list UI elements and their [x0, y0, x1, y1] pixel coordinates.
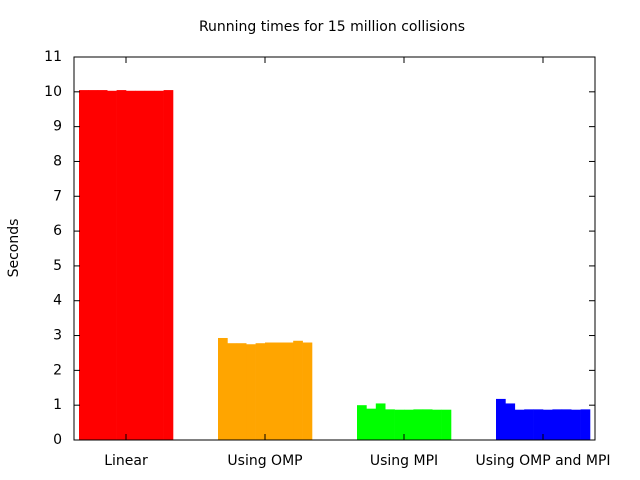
bar	[144, 90, 155, 441]
bar	[505, 403, 516, 440]
bar	[135, 90, 146, 441]
y-tick-label: 7	[53, 188, 62, 204]
bar	[154, 90, 164, 441]
bar	[432, 409, 442, 440]
bar	[236, 343, 247, 440]
bar	[366, 408, 377, 440]
bar	[533, 409, 544, 440]
plot-border	[73, 56, 596, 441]
bar	[571, 409, 581, 440]
x-tick-label: Using OMP	[227, 453, 302, 469]
y-axis-label: Seconds	[6, 219, 22, 278]
y-tick-label: 1	[53, 397, 62, 413]
y-tick-label: 8	[53, 153, 62, 169]
bar	[357, 405, 367, 440]
bar	[514, 409, 525, 440]
bar	[283, 342, 294, 440]
bar	[561, 409, 572, 440]
x-tick-label: Using OMP and MPI	[475, 453, 610, 469]
bar	[218, 337, 228, 440]
bar	[88, 90, 99, 440]
bar	[97, 90, 108, 440]
y-tick-label: 10	[44, 84, 62, 100]
x-tick-label: Using MPI	[370, 453, 438, 469]
x-tick-label: Linear	[104, 453, 148, 469]
bar	[265, 342, 275, 440]
bar	[246, 344, 256, 440]
bar	[163, 90, 174, 440]
bar	[255, 343, 266, 440]
y-tick-label: 4	[53, 293, 62, 309]
bar	[126, 90, 136, 441]
bar	[496, 398, 506, 440]
chart-title: Running times for 15 million collisions	[199, 19, 465, 35]
bar	[385, 409, 395, 440]
y-tick-label: 6	[53, 223, 62, 239]
bar	[441, 409, 452, 440]
bar	[107, 90, 117, 441]
bar	[302, 342, 313, 440]
y-tick-label: 2	[53, 362, 62, 378]
bar	[404, 409, 414, 440]
bar	[79, 90, 89, 440]
bar	[227, 343, 238, 440]
bar	[580, 409, 591, 440]
bar	[293, 340, 303, 440]
bar	[524, 409, 534, 440]
bar	[274, 342, 285, 440]
bar	[413, 409, 424, 440]
bar	[543, 409, 553, 440]
bar	[375, 403, 386, 440]
y-tick-label: 11	[44, 49, 62, 65]
bar	[394, 409, 405, 440]
y-tick-label: 5	[53, 258, 62, 274]
bar	[552, 409, 563, 440]
bar	[422, 409, 433, 440]
y-tick-label: 0	[53, 432, 62, 448]
bar	[116, 90, 127, 440]
y-tick-label: 3	[53, 328, 62, 344]
y-tick-label: 9	[53, 119, 62, 135]
